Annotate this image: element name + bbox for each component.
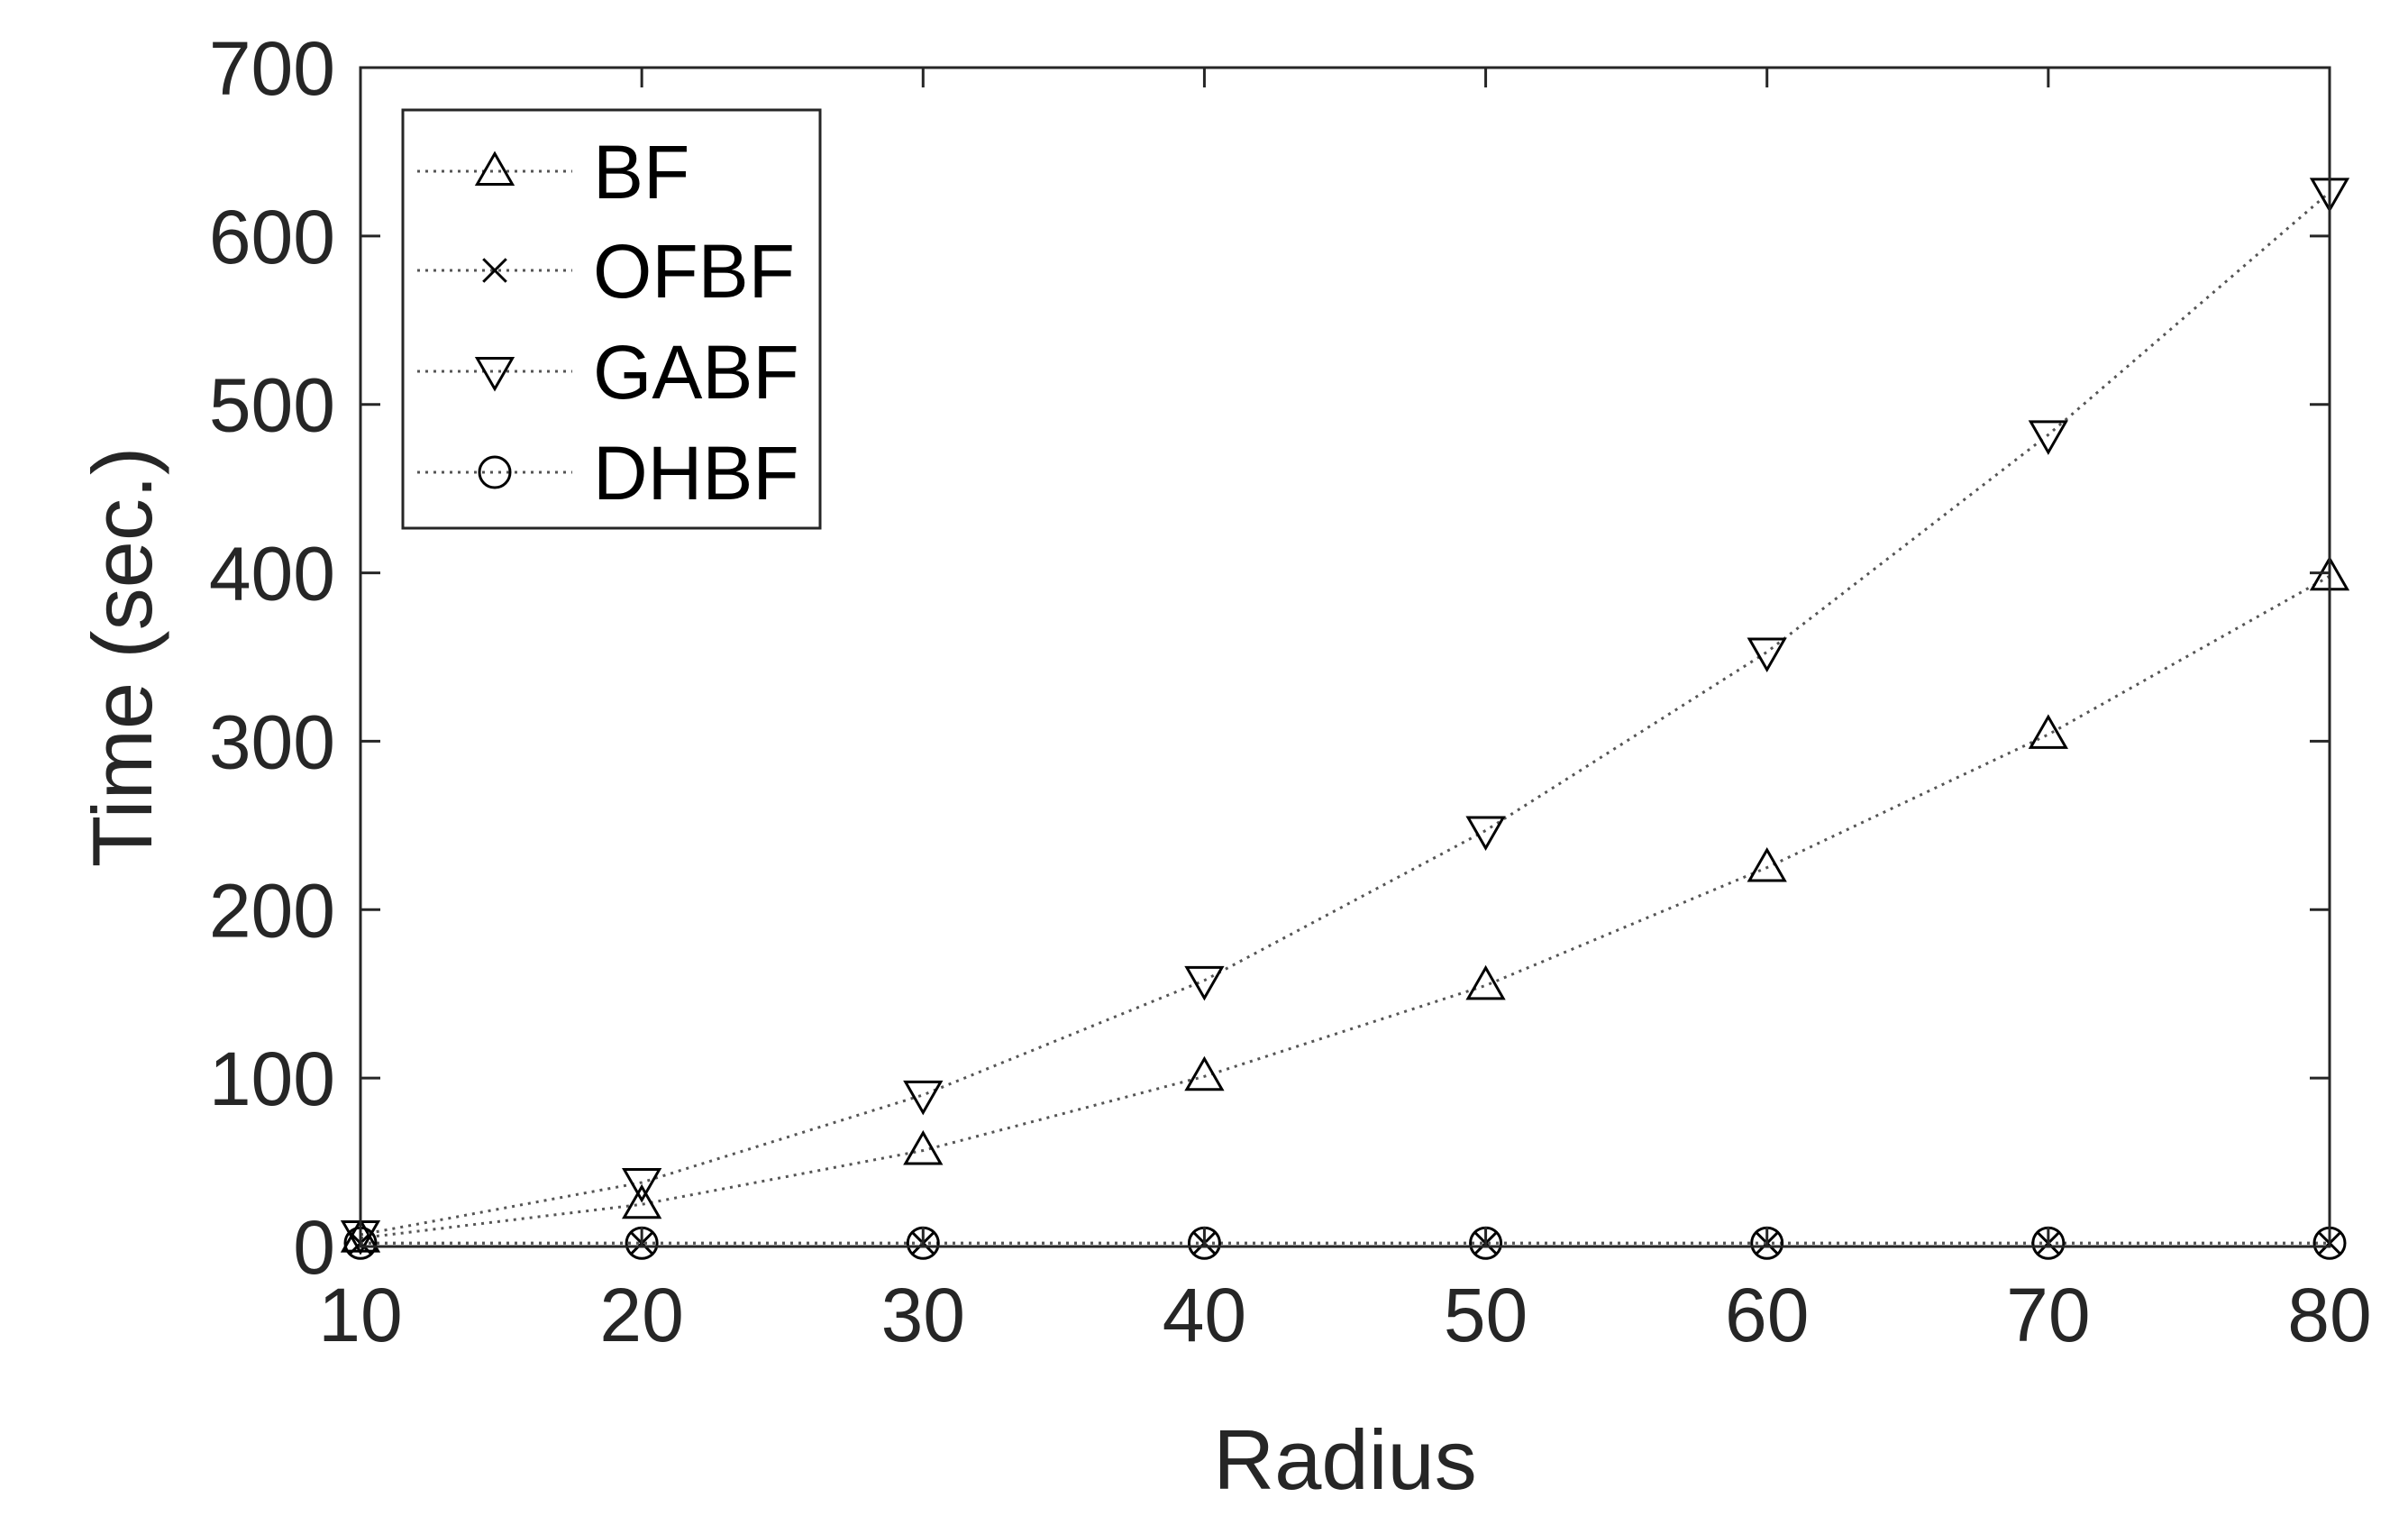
- y-tick-label: 600: [209, 195, 335, 279]
- data-point-gabf: [622, 1168, 662, 1203]
- y-tick-label: 300: [209, 699, 335, 784]
- series-ofbf: [348, 1230, 2342, 1256]
- y-tick-label: 500: [209, 363, 335, 448]
- legend-marker-shape-ofbf: [482, 258, 507, 283]
- data-point-bf: [2028, 714, 2069, 749]
- x-tick-label: 60: [1725, 1273, 1809, 1357]
- series-dhbf: [343, 1226, 2347, 1260]
- plot-area-frame: [359, 66, 2331, 1248]
- legend-marker-shape-bf: [474, 151, 515, 186]
- axis-ticks: [359, 66, 2331, 1248]
- y-tick-label: 200: [209, 868, 335, 953]
- series-line-bf: [360, 575, 2330, 1240]
- y-axis-title: Time (sec.): [75, 447, 169, 868]
- x-tick-label: 50: [1444, 1273, 1528, 1357]
- legend-box: [401, 108, 822, 530]
- series-line-gabf: [360, 191, 2330, 1237]
- legend-label-bf: BF: [593, 130, 689, 215]
- legend-marker-ofbf: [482, 258, 507, 283]
- y-tick-label: 100: [209, 1036, 335, 1121]
- x-tick-label: 30: [881, 1273, 965, 1357]
- legend-entry-bf: BF: [417, 130, 689, 215]
- data-point-bf: [903, 1129, 944, 1165]
- legend-entry-gabf: GABF: [417, 330, 799, 415]
- legend-marker-shape-dhbf: [478, 455, 512, 489]
- y-tick-label: 400: [209, 532, 335, 616]
- legend-label-ofbf: OFBF: [593, 229, 795, 314]
- legend-entry-ofbf: OFBF: [417, 229, 795, 314]
- legend: BF OFBF GABF DHBF: [401, 108, 822, 530]
- data-point-gabf: [1747, 637, 1787, 672]
- legend-marker-shape-gabf: [474, 357, 515, 392]
- data-point-gabf: [2028, 420, 2069, 455]
- x-tick-label: 80: [2287, 1273, 2371, 1357]
- data-point-bf: [1184, 1055, 1225, 1091]
- data-point-bf: [1465, 964, 1506, 1000]
- series-bf: [340, 555, 2350, 1253]
- x-tick-label: 40: [1163, 1273, 1246, 1357]
- x-tick-label: 20: [599, 1273, 683, 1357]
- legend-marker-dhbf: [478, 455, 512, 489]
- legend-label-dhbf: DHBF: [593, 431, 799, 516]
- legend-entry-dhbf: DHBF: [417, 431, 799, 516]
- axis-tick-labels: 10 20 30 40 50 60 70 80 0 100 200 300 400 500 600 700: [209, 26, 2372, 1357]
- y-tick-label: 700: [209, 26, 335, 111]
- data-point-gabf: [903, 1080, 944, 1116]
- data-point-gabf: [1465, 816, 1506, 852]
- legend-label-gabf: GABF: [593, 330, 799, 415]
- y-tick-label: 0: [293, 1205, 335, 1290]
- data-point-bf: [1747, 847, 1787, 882]
- x-axis-title: Radius: [1213, 1412, 1477, 1507]
- x-tick-label: 10: [318, 1273, 402, 1357]
- legend-marker-gabf: [474, 357, 515, 392]
- legend-marker-bf: [474, 151, 515, 186]
- data-point-gabf: [1184, 965, 1225, 1001]
- data-point-bf: [622, 1183, 662, 1219]
- series-layer: [340, 178, 2350, 1260]
- x-tick-label: 70: [2006, 1273, 2090, 1357]
